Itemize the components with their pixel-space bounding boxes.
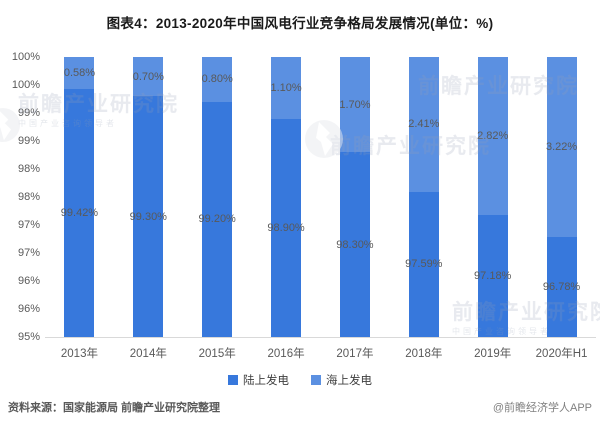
offshore-segment (408, 57, 439, 192)
legend-label: 陆上发电 (243, 375, 289, 387)
offshore-value-label: 1.10% (270, 81, 302, 94)
onshore-value-label: 99.42% (60, 207, 99, 220)
offshore-segment (202, 57, 233, 102)
legend-item: 海上发电 (311, 372, 372, 388)
onshore-segment (477, 214, 508, 337)
legend-label: 海上发电 (326, 375, 372, 387)
onshore-segment (408, 191, 439, 337)
y-tick-label: 96% (17, 274, 40, 287)
offshore-value-label: 0.70% (132, 70, 164, 83)
bar-column: 1.10% 98.90% (252, 57, 321, 337)
stacked-bar (546, 57, 577, 337)
y-tick-label: 97% (17, 218, 40, 231)
legend-swatch (228, 375, 238, 385)
y-tick-label: 99% (17, 106, 40, 119)
stacked-bar (202, 57, 233, 337)
bar-column: 3.22% 96.78% (527, 57, 596, 337)
bar-column: 0.58% 99.42% (45, 57, 114, 337)
stacked-bar (271, 57, 302, 337)
onshore-segment (64, 89, 95, 337)
stacked-bar (133, 57, 164, 337)
x-axis-label: 2013年 (60, 348, 98, 360)
y-tick-label: 100% (11, 78, 40, 91)
y-tick-label: 98% (17, 190, 40, 203)
offshore-value-label: 1.70% (339, 98, 371, 111)
legend-item: 陆上发电 (228, 372, 289, 388)
onshore-value-label: 98.90% (267, 221, 305, 234)
x-axis-label: 2020年H1 (535, 348, 588, 360)
onshore-value-label: 97.59% (405, 258, 443, 271)
offshore-value-label: 3.22% (545, 141, 578, 154)
y-tick-label: 98% (17, 162, 40, 175)
x-axis-label: 2019年 (474, 348, 512, 360)
chart-title: 图表4：2013-2020年中国风电行业竞争格局发展情况(单位：%) (106, 16, 494, 31)
bar-column: 2.41% 97.59% (389, 57, 458, 337)
offshore-value-label: 0.58% (63, 67, 96, 80)
onshore-value-label: 96.78% (542, 281, 581, 294)
onshore-segment (202, 101, 233, 337)
x-axis-label: 2018年 (405, 348, 443, 360)
bar-column: 0.70% 99.30% (114, 57, 183, 337)
onshore-segment (271, 118, 302, 337)
onshore-segment (133, 96, 164, 337)
stacked-bar (64, 57, 95, 337)
y-tick-label: 97% (17, 246, 40, 259)
offshore-segment (64, 57, 95, 90)
bar-column: 1.70% 98.30% (321, 57, 390, 337)
offshore-segment (477, 57, 508, 215)
footer-brand-text: @前瞻经济学人APP (492, 402, 592, 414)
x-axis-label: 2016年 (267, 348, 305, 360)
offshore-segment (271, 57, 302, 119)
y-tick-label: 95% (17, 330, 40, 343)
legend: 陆上发电 海上发电 (0, 372, 600, 388)
onshore-value-label: 99.20% (198, 213, 236, 226)
y-tick-label: 99% (17, 134, 40, 147)
legend-swatch (311, 375, 321, 385)
offshore-value-label: 0.80% (201, 73, 233, 86)
y-tick-label: 100% (11, 50, 40, 63)
stacked-bar (408, 57, 439, 337)
footer-source-text: 资料来源：国家能源局 前瞻产业研究院整理 (8, 402, 221, 414)
offshore-segment (133, 57, 164, 97)
x-axis-label: 2014年 (129, 348, 167, 360)
bar-column: 0.80% 99.20% (183, 57, 252, 337)
offshore-segment (339, 57, 370, 153)
x-axis-label: 2015年 (198, 348, 236, 360)
x-axis-label: 2017年 (336, 348, 374, 360)
offshore-segment (546, 57, 577, 238)
y-tick-label: 96% (17, 302, 40, 315)
bar-column: 2.82% 97.18% (458, 57, 527, 337)
onshore-value-label: 99.30% (129, 210, 167, 223)
onshore-value-label: 98.30% (336, 238, 374, 251)
stacked-bar (477, 57, 508, 337)
offshore-value-label: 2.82% (477, 129, 509, 142)
stacked-bar (339, 57, 370, 337)
onshore-segment (339, 152, 370, 337)
x-axis-line (45, 337, 596, 338)
onshore-segment (546, 237, 577, 337)
offshore-value-label: 2.41% (408, 118, 440, 131)
onshore-value-label: 97.18% (474, 269, 512, 282)
